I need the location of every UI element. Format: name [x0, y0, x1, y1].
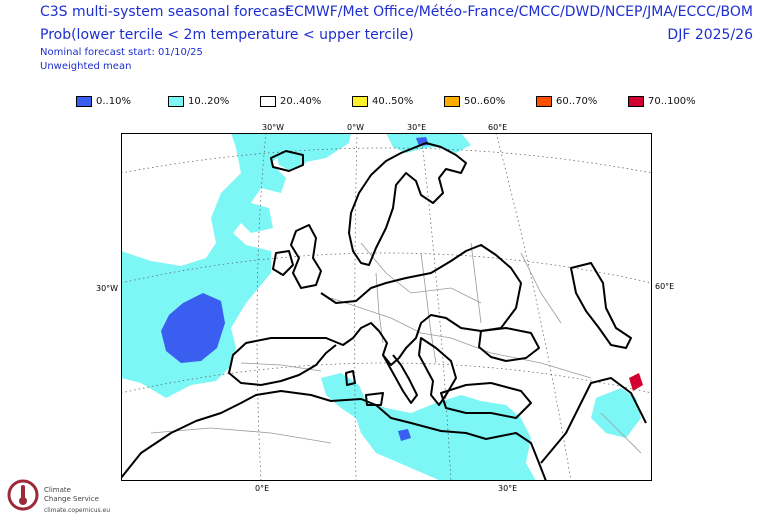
legend-item: 50..60% — [444, 96, 536, 107]
atlantic-blue-area — [161, 293, 225, 363]
scandinavia-coastline — [348, 142, 467, 266]
border-line — [360, 242, 482, 304]
border-line — [150, 427, 332, 444]
italy-coastline — [382, 354, 418, 404]
systems-label: ECMWF/Met Office/Météo-France/CMCC/DWD/N… — [285, 4, 753, 20]
legend-item: 0..10% — [76, 96, 168, 107]
top-tick-30e: 30°E — [407, 123, 427, 132]
parallel-line — [121, 147, 652, 174]
logo-bulb — [19, 497, 27, 505]
forecast-map — [121, 133, 652, 481]
anatolia-coastline — [440, 382, 532, 419]
legend-swatch — [628, 96, 644, 107]
border-line — [600, 412, 642, 454]
top-tick-60e: 60°E — [488, 123, 508, 132]
black-sea-coastline — [478, 327, 540, 362]
island-coastline — [345, 370, 356, 386]
map-frame — [121, 133, 652, 481]
great-britain-coastline — [290, 224, 322, 289]
legend-label: 60..70% — [556, 96, 598, 107]
iceland-coastline — [270, 150, 304, 172]
meridian-line — [256, 133, 267, 481]
legend-item: 60..70% — [536, 96, 628, 107]
probability-legend: 0..10% 10..20% 20..40% 40..50% 50..60% 6… — [76, 96, 720, 107]
logo-thermometer — [21, 485, 25, 499]
legend-label: 50..60% — [464, 96, 506, 107]
probability-0-10-areas — [161, 137, 429, 441]
legend-item: 10..20% — [168, 96, 260, 107]
red-sea-coastline — [540, 377, 647, 464]
copernicus-logo: Climate Change Service climate.copernicu… — [6, 476, 116, 518]
legend-swatch — [444, 96, 460, 107]
logo-ring — [7, 479, 39, 511]
legend-item: 70..100% — [628, 96, 720, 107]
legend-item: 20..40% — [260, 96, 352, 107]
title-line-2: Prob(lower tercile < 2m temperature < up… — [40, 27, 414, 43]
border-line — [420, 252, 437, 364]
legend-swatch — [168, 96, 184, 107]
border-line — [450, 337, 592, 379]
arabia-cyan-area — [591, 388, 641, 438]
island-coastline — [365, 392, 384, 406]
legend-item: 40..50% — [352, 96, 444, 107]
bottom-tick-0e: 0°E — [255, 484, 270, 493]
graticule — [121, 133, 652, 481]
parallel-line — [121, 252, 652, 284]
border-line — [470, 242, 482, 324]
legend-swatch — [260, 96, 276, 107]
balkans-coastline — [418, 337, 457, 406]
title-line-1: C3S multi-system seasonal forecast — [40, 4, 291, 20]
legend-swatch — [352, 96, 368, 107]
coastlines — [121, 142, 647, 481]
legend-swatch — [536, 96, 552, 107]
legend-label: 70..100% — [648, 96, 696, 107]
mediterranean-blue-area — [398, 429, 411, 441]
border-line — [520, 252, 562, 324]
ireland-coastline — [272, 250, 294, 276]
logo-line-2: Change Service — [44, 495, 99, 503]
legend-swatch — [76, 96, 92, 107]
nominal-start-label: Nominal forecast start: 01/10/25 — [40, 47, 203, 58]
north-africa-coastline — [121, 390, 547, 481]
bottom-tick-30e: 30°E — [498, 484, 518, 493]
copernicus-thermometer-icon — [7, 479, 39, 511]
season-label: DJF 2025/26 — [667, 27, 753, 43]
top-tick-0w: 0°W — [347, 123, 364, 132]
legend-label: 0..10% — [96, 96, 131, 107]
logo-line-1: Climate — [44, 486, 71, 494]
parallel-line — [121, 362, 652, 394]
top-tick-30w: 30°W — [262, 123, 285, 132]
meridian-line — [354, 133, 358, 481]
continental-europe-coastline — [228, 244, 522, 386]
legend-label: 10..20% — [188, 96, 230, 107]
right-tick-60e: 60°E — [655, 282, 675, 291]
weighting-label: Unweighted mean — [40, 61, 132, 72]
probability-70-100-area — [629, 373, 643, 391]
legend-label: 20..40% — [280, 96, 322, 107]
legend-label: 40..50% — [372, 96, 414, 107]
meridian-line — [495, 133, 572, 481]
caspian-sea-coastline — [570, 262, 632, 349]
left-tick-30w: 30°W — [96, 284, 119, 293]
meridian-line — [420, 133, 452, 481]
logo-url: climate.copernicus.eu — [44, 507, 111, 514]
